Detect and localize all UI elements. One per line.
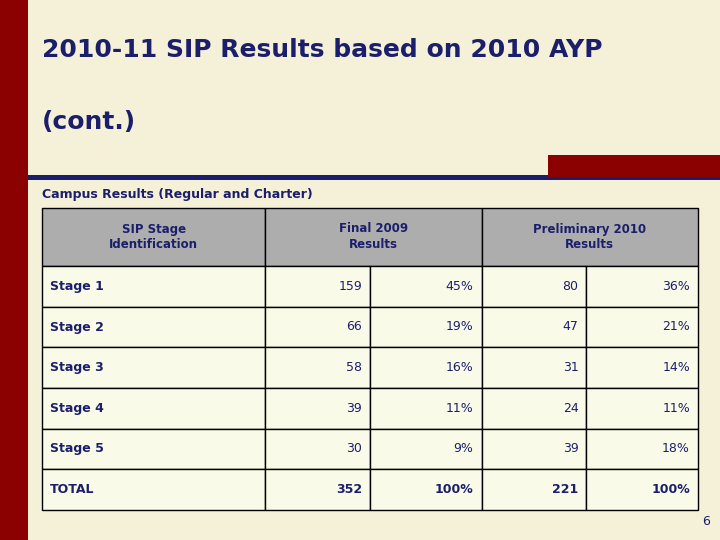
Bar — [370, 307, 482, 347]
Bar — [42, 266, 265, 307]
Bar — [265, 307, 370, 347]
Text: 45%: 45% — [446, 280, 474, 293]
Bar — [548, 155, 720, 177]
Text: 39: 39 — [346, 402, 362, 415]
Text: 9%: 9% — [454, 442, 474, 456]
Text: 58: 58 — [346, 361, 362, 374]
Text: 30: 30 — [346, 442, 362, 456]
Text: (cont.): (cont.) — [42, 110, 136, 134]
Text: 100%: 100% — [652, 483, 690, 496]
Bar — [586, 307, 698, 347]
Bar — [42, 388, 265, 429]
Bar — [265, 429, 370, 469]
Text: TOTAL: TOTAL — [50, 483, 94, 496]
Bar — [42, 208, 265, 266]
Bar — [370, 429, 482, 469]
Text: 21%: 21% — [662, 321, 690, 334]
Text: 221: 221 — [552, 483, 578, 496]
Text: 159: 159 — [338, 280, 362, 293]
Bar — [42, 307, 265, 347]
Bar — [370, 469, 482, 510]
Text: 24: 24 — [562, 402, 578, 415]
Text: 2010-11 SIP Results based on 2010 AYP: 2010-11 SIP Results based on 2010 AYP — [42, 38, 603, 62]
Bar — [265, 208, 482, 266]
Text: 352: 352 — [336, 483, 362, 496]
Bar — [482, 347, 586, 388]
Bar — [482, 429, 586, 469]
Bar — [265, 469, 370, 510]
Text: Stage 5: Stage 5 — [50, 442, 104, 456]
Bar — [265, 266, 370, 307]
Text: 39: 39 — [562, 442, 578, 456]
Bar — [0, 0, 28, 540]
Bar — [586, 429, 698, 469]
Bar — [42, 429, 265, 469]
Bar — [28, 175, 720, 180]
Text: 6: 6 — [702, 515, 710, 528]
Bar — [586, 469, 698, 510]
Text: Stage 2: Stage 2 — [50, 321, 104, 334]
Bar — [586, 388, 698, 429]
Text: 66: 66 — [346, 321, 362, 334]
Text: 100%: 100% — [435, 483, 474, 496]
Text: 19%: 19% — [446, 321, 474, 334]
Bar — [482, 208, 698, 266]
Text: Stage 1: Stage 1 — [50, 280, 104, 293]
Bar — [482, 307, 586, 347]
Text: 18%: 18% — [662, 442, 690, 456]
Text: 11%: 11% — [446, 402, 474, 415]
Text: 36%: 36% — [662, 280, 690, 293]
Text: Stage 3: Stage 3 — [50, 361, 104, 374]
Text: 80: 80 — [562, 280, 578, 293]
Text: 47: 47 — [562, 321, 578, 334]
Text: 11%: 11% — [662, 402, 690, 415]
Bar — [482, 469, 586, 510]
Bar — [265, 347, 370, 388]
Bar — [586, 347, 698, 388]
Bar — [586, 266, 698, 307]
Bar — [482, 266, 586, 307]
Bar — [370, 266, 482, 307]
Text: SIP Stage
Identification: SIP Stage Identification — [109, 222, 198, 252]
Text: 16%: 16% — [446, 361, 474, 374]
Bar — [370, 388, 482, 429]
Bar — [42, 347, 265, 388]
Bar — [265, 388, 370, 429]
Bar — [42, 469, 265, 510]
Bar — [482, 388, 586, 429]
Text: 14%: 14% — [662, 361, 690, 374]
Text: 31: 31 — [562, 361, 578, 374]
Bar — [370, 347, 482, 388]
Text: Campus Results (Regular and Charter): Campus Results (Regular and Charter) — [42, 188, 312, 201]
Text: Preliminary 2010
Results: Preliminary 2010 Results — [534, 222, 647, 252]
Text: Stage 4: Stage 4 — [50, 402, 104, 415]
Text: Final 2009
Results: Final 2009 Results — [339, 222, 408, 252]
